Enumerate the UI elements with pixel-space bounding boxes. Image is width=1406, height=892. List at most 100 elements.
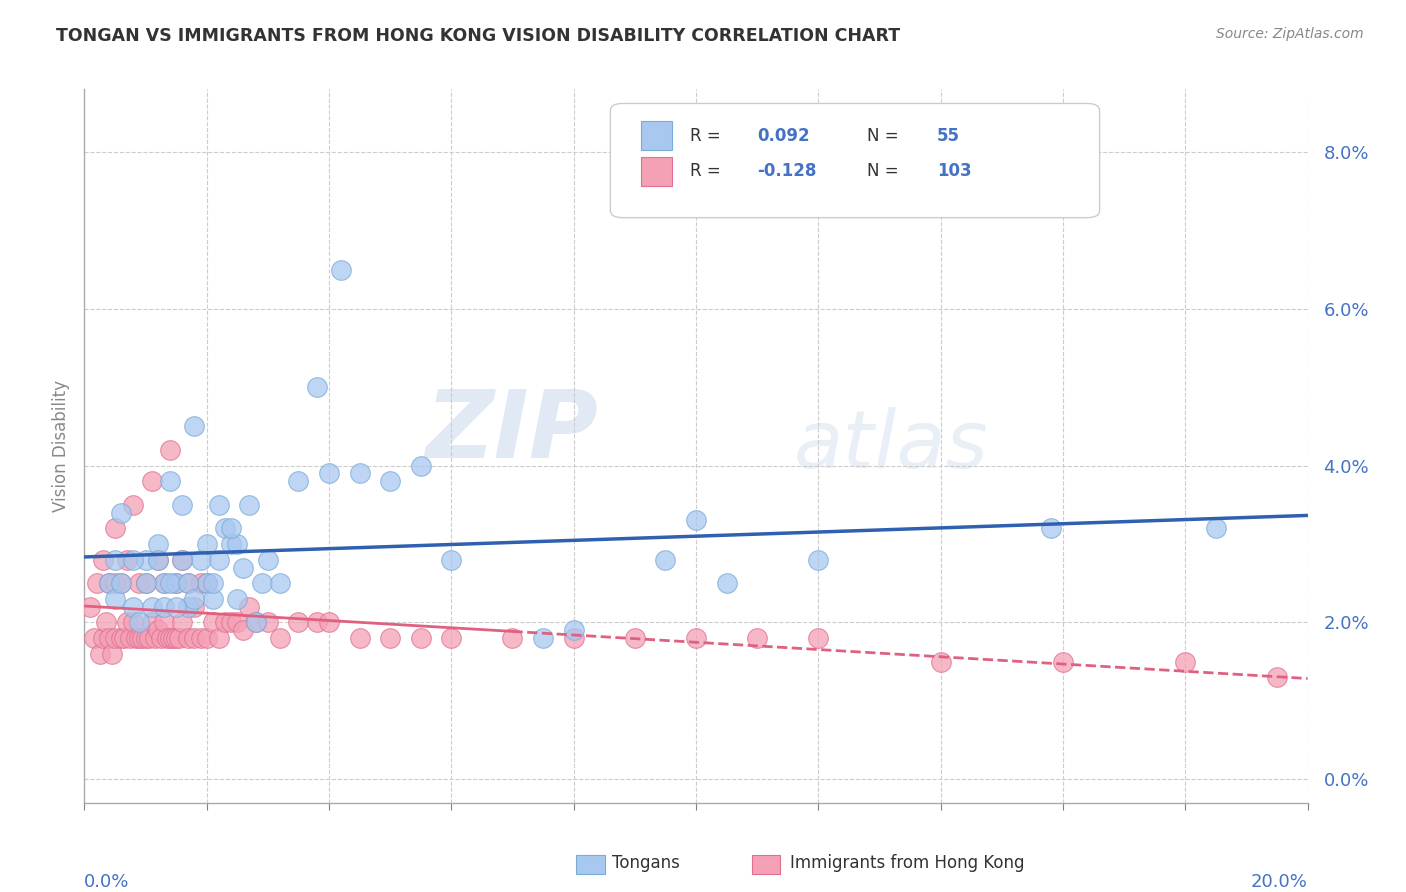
Point (115, 552, 138, 566)
Point (440, 552, 463, 566)
Point (214, 615, 236, 630)
Point (269, 631, 291, 645)
Point (245, 615, 267, 630)
Point (250, 576, 273, 591)
Point (172, 498, 194, 512)
Point (177, 599, 200, 614)
Point (122, 552, 145, 566)
Point (153, 576, 176, 591)
Point (110, 631, 132, 645)
Point (807, 631, 830, 645)
Text: 0.0%: 0.0% (84, 873, 129, 891)
Point (226, 615, 249, 630)
Point (201, 591, 224, 606)
Point (156, 631, 179, 645)
Point (195, 631, 218, 645)
Text: 55: 55 (936, 127, 960, 145)
Text: TONGAN VS IMMIGRANTS FROM HONG KONG VISION DISABILITY CORRELATION CHART: TONGAN VS IMMIGRANTS FROM HONG KONG VISI… (56, 27, 900, 45)
Point (269, 576, 291, 591)
Point (172, 552, 194, 566)
Point (232, 560, 254, 574)
Point (380, 631, 402, 645)
Point (177, 576, 200, 591)
Point (91, 631, 114, 645)
Point (104, 521, 127, 535)
Point (1174, 655, 1197, 669)
Point (305, 380, 328, 394)
Point (135, 552, 157, 566)
Point (122, 599, 145, 614)
Point (190, 552, 212, 566)
Point (128, 631, 150, 645)
Point (91, 552, 114, 566)
Point (245, 615, 267, 630)
Point (159, 475, 181, 489)
Point (305, 615, 328, 630)
Point (219, 615, 242, 630)
Point (1265, 670, 1288, 684)
Point (128, 576, 150, 591)
Point (562, 631, 585, 645)
Point (94, 615, 117, 630)
Point (409, 458, 432, 473)
Point (257, 615, 280, 630)
Point (141, 599, 163, 614)
Point (122, 498, 145, 512)
Point (97, 576, 120, 591)
Point (685, 514, 707, 528)
Point (745, 631, 768, 645)
Point (208, 498, 231, 512)
Point (172, 552, 194, 566)
Point (122, 615, 145, 630)
Point (562, 624, 585, 638)
Point (238, 498, 260, 512)
Point (190, 631, 212, 645)
Point (165, 576, 187, 591)
Point (349, 467, 371, 481)
Text: R =: R = (690, 127, 725, 145)
Point (112, 631, 135, 645)
Text: N =: N = (868, 162, 904, 180)
Text: 20.0%: 20.0% (1251, 873, 1308, 891)
Text: -0.128: -0.128 (758, 162, 817, 180)
Text: R =: R = (690, 162, 725, 180)
Point (128, 615, 150, 630)
Point (159, 576, 181, 591)
Point (167, 631, 190, 645)
Point (183, 599, 205, 614)
Point (79, 599, 101, 614)
Text: N =: N = (868, 127, 904, 145)
Y-axis label: Vision Disability: Vision Disability (52, 380, 70, 512)
Point (195, 537, 218, 551)
Point (172, 615, 194, 630)
Point (104, 576, 127, 591)
Point (195, 576, 218, 591)
Point (165, 599, 187, 614)
Point (146, 552, 169, 566)
Point (214, 521, 236, 535)
Point (177, 631, 200, 645)
Point (165, 576, 187, 591)
Point (97, 631, 120, 645)
Point (685, 631, 707, 645)
Point (501, 631, 523, 645)
Point (807, 552, 830, 566)
Point (287, 615, 309, 630)
Text: Source: ZipAtlas.com: Source: ZipAtlas.com (1216, 27, 1364, 41)
Point (1039, 521, 1062, 535)
Point (83, 631, 105, 645)
Point (146, 624, 169, 638)
Point (162, 631, 184, 645)
FancyBboxPatch shape (641, 157, 672, 186)
Point (159, 442, 181, 457)
Point (104, 552, 127, 566)
Point (716, 576, 738, 591)
Point (440, 631, 463, 645)
Point (238, 599, 260, 614)
Point (190, 576, 212, 591)
Point (287, 475, 309, 489)
Point (153, 615, 176, 630)
Point (330, 262, 353, 277)
Point (146, 537, 169, 551)
Point (257, 552, 280, 566)
